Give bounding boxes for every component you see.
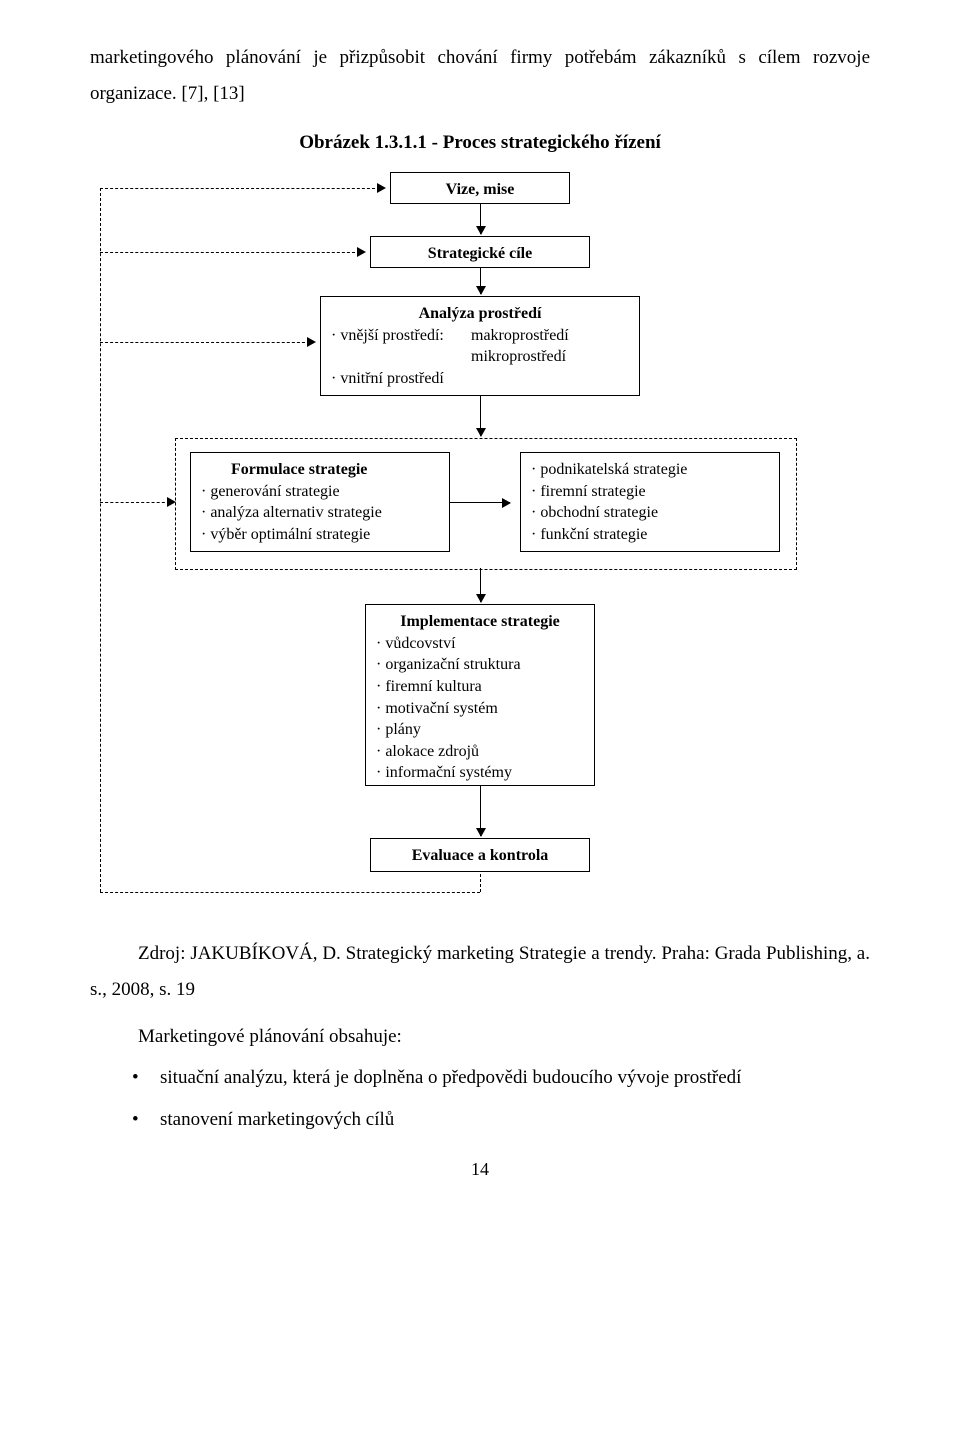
arrow-group-implementace (480, 568, 481, 602)
box-cile-title: Strategické cíle (428, 245, 532, 262)
analyza-l1a: · vnější prostředí: (331, 325, 471, 347)
arrow-cile-analyza (480, 268, 481, 294)
feedback-to-analyza (100, 342, 310, 343)
box-implementace: Implementace strategie · vůdcovství · or… (365, 604, 595, 786)
implementace-l1: · vůdcovství (376, 633, 584, 655)
box-evaluace: Evaluace a kontrola (370, 838, 590, 872)
feedback-to-formulace (100, 502, 170, 503)
box-vize-title: Vize, mise (446, 181, 515, 198)
arrow-analyza-formulace (480, 396, 481, 436)
feedback-spine (100, 188, 101, 892)
analyza-l1b: makroprostředí (471, 325, 569, 347)
implementace-l4: · motivační systém (376, 698, 584, 720)
arrow-implementace-evaluace (480, 786, 481, 836)
formulace-title: Formulace strategie (201, 459, 439, 481)
box-formulace-strategie: Formulace strategie · generování strateg… (190, 452, 450, 552)
formulace-l1: · generování strategie (201, 481, 439, 503)
arrow-formulace-typy (450, 502, 510, 503)
process-diagram: Vize, mise Strategické cíle Analýza pros… (90, 172, 870, 912)
implementace-l5: · plány (376, 719, 584, 741)
figure-source: Zdroj: JAKUBÍKOVÁ, D. Strategický market… (90, 936, 870, 1008)
page-number: 14 (90, 1159, 870, 1180)
analyza-l2: · vnitřní prostředí (331, 368, 629, 390)
formulace-l3: · výběr optimální strategie (201, 524, 439, 546)
feedback-from-evaluace (100, 892, 480, 893)
feedback-from-evaluace-v (480, 874, 481, 892)
bullet-list: situační analýzu, která je doplněna o př… (90, 1060, 870, 1138)
implementace-title: Implementace strategie (376, 611, 584, 633)
list-item: situační analýzu, která je doplněna o př… (90, 1060, 870, 1096)
analyza-title: Analýza prostředí (331, 303, 629, 325)
implementace-l6: · alokace zdrojů (376, 741, 584, 763)
implementace-l3: · firemní kultura (376, 676, 584, 698)
box-typy-strategie: · podnikatelská strategie · firemní stra… (520, 452, 780, 552)
implementace-l2: · organizační struktura (376, 654, 584, 676)
list-item: stanovení marketingových cílů (90, 1102, 870, 1138)
feedback-to-vize (100, 188, 380, 189)
analyza-l1c: mikroprostředí (331, 346, 629, 368)
typy-l3: · obchodní strategie (531, 502, 769, 524)
box-analyza-prostredi: Analýza prostředí · vnější prostředí: ma… (320, 296, 640, 396)
feedback-to-cile (100, 252, 360, 253)
evaluace-title: Evaluace a kontrola (412, 847, 549, 864)
box-vize-mise: Vize, mise (390, 172, 570, 204)
typy-l1: · podnikatelská strategie (531, 459, 769, 481)
arrow-vize-cile (480, 204, 481, 234)
typy-l4: · funkční strategie (531, 524, 769, 546)
figure-caption: Obrázek 1.3.1.1 - Proces strategického ř… (90, 132, 870, 154)
intro-paragraph: marketingového plánování je přizpůsobit … (90, 40, 870, 112)
formulace-l2: · analýza alternativ strategie (201, 502, 439, 524)
list-heading: Marketingové plánování obsahuje: (90, 1026, 870, 1048)
typy-l2: · firemní strategie (531, 481, 769, 503)
implementace-l7: · informační systémy (376, 762, 584, 784)
box-strategicke-cile: Strategické cíle (370, 236, 590, 268)
